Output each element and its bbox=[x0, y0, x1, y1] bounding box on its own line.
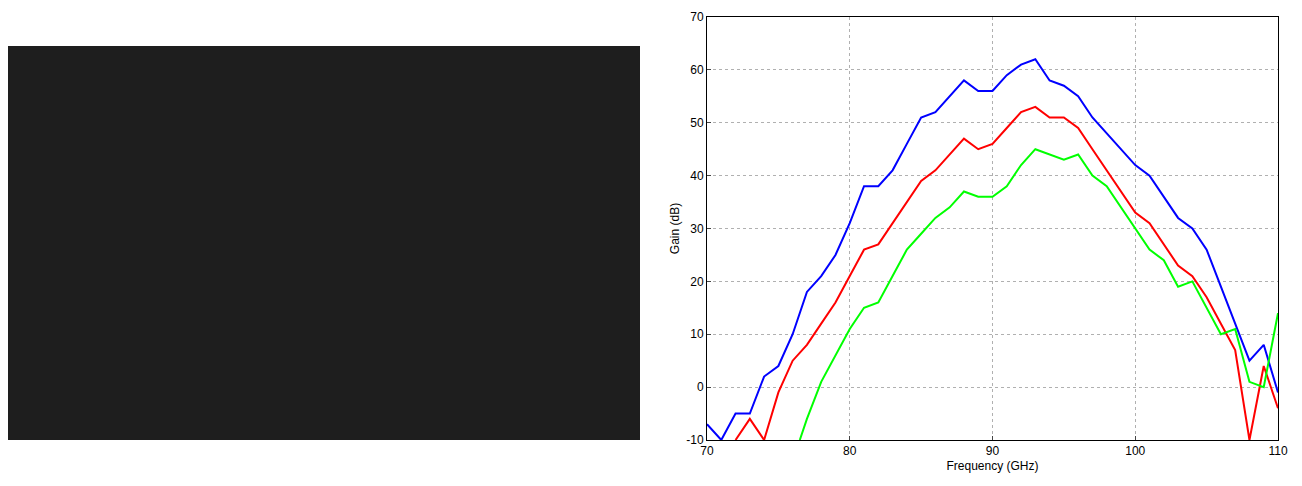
svg-text:60: 60 bbox=[690, 63, 704, 77]
svg-text:110: 110 bbox=[1268, 444, 1287, 458]
svg-text:80: 80 bbox=[843, 444, 857, 458]
svg-text:Gain (dB): Gain (dB) bbox=[668, 203, 682, 254]
svg-text:50: 50 bbox=[690, 116, 704, 130]
svg-text:20: 20 bbox=[690, 275, 704, 289]
svg-text:10: 10 bbox=[690, 327, 704, 341]
svg-text:30: 30 bbox=[690, 222, 704, 236]
svg-text:70: 70 bbox=[700, 444, 714, 458]
svg-text:70: 70 bbox=[690, 10, 704, 24]
svg-text:100: 100 bbox=[1125, 444, 1145, 458]
svg-text:90: 90 bbox=[986, 444, 1000, 458]
svg-text:0: 0 bbox=[697, 380, 704, 394]
svg-text:-10: -10 bbox=[686, 433, 704, 447]
svg-text:40: 40 bbox=[690, 169, 704, 183]
svg-text:Frequency (GHz): Frequency (GHz) bbox=[946, 459, 1038, 473]
